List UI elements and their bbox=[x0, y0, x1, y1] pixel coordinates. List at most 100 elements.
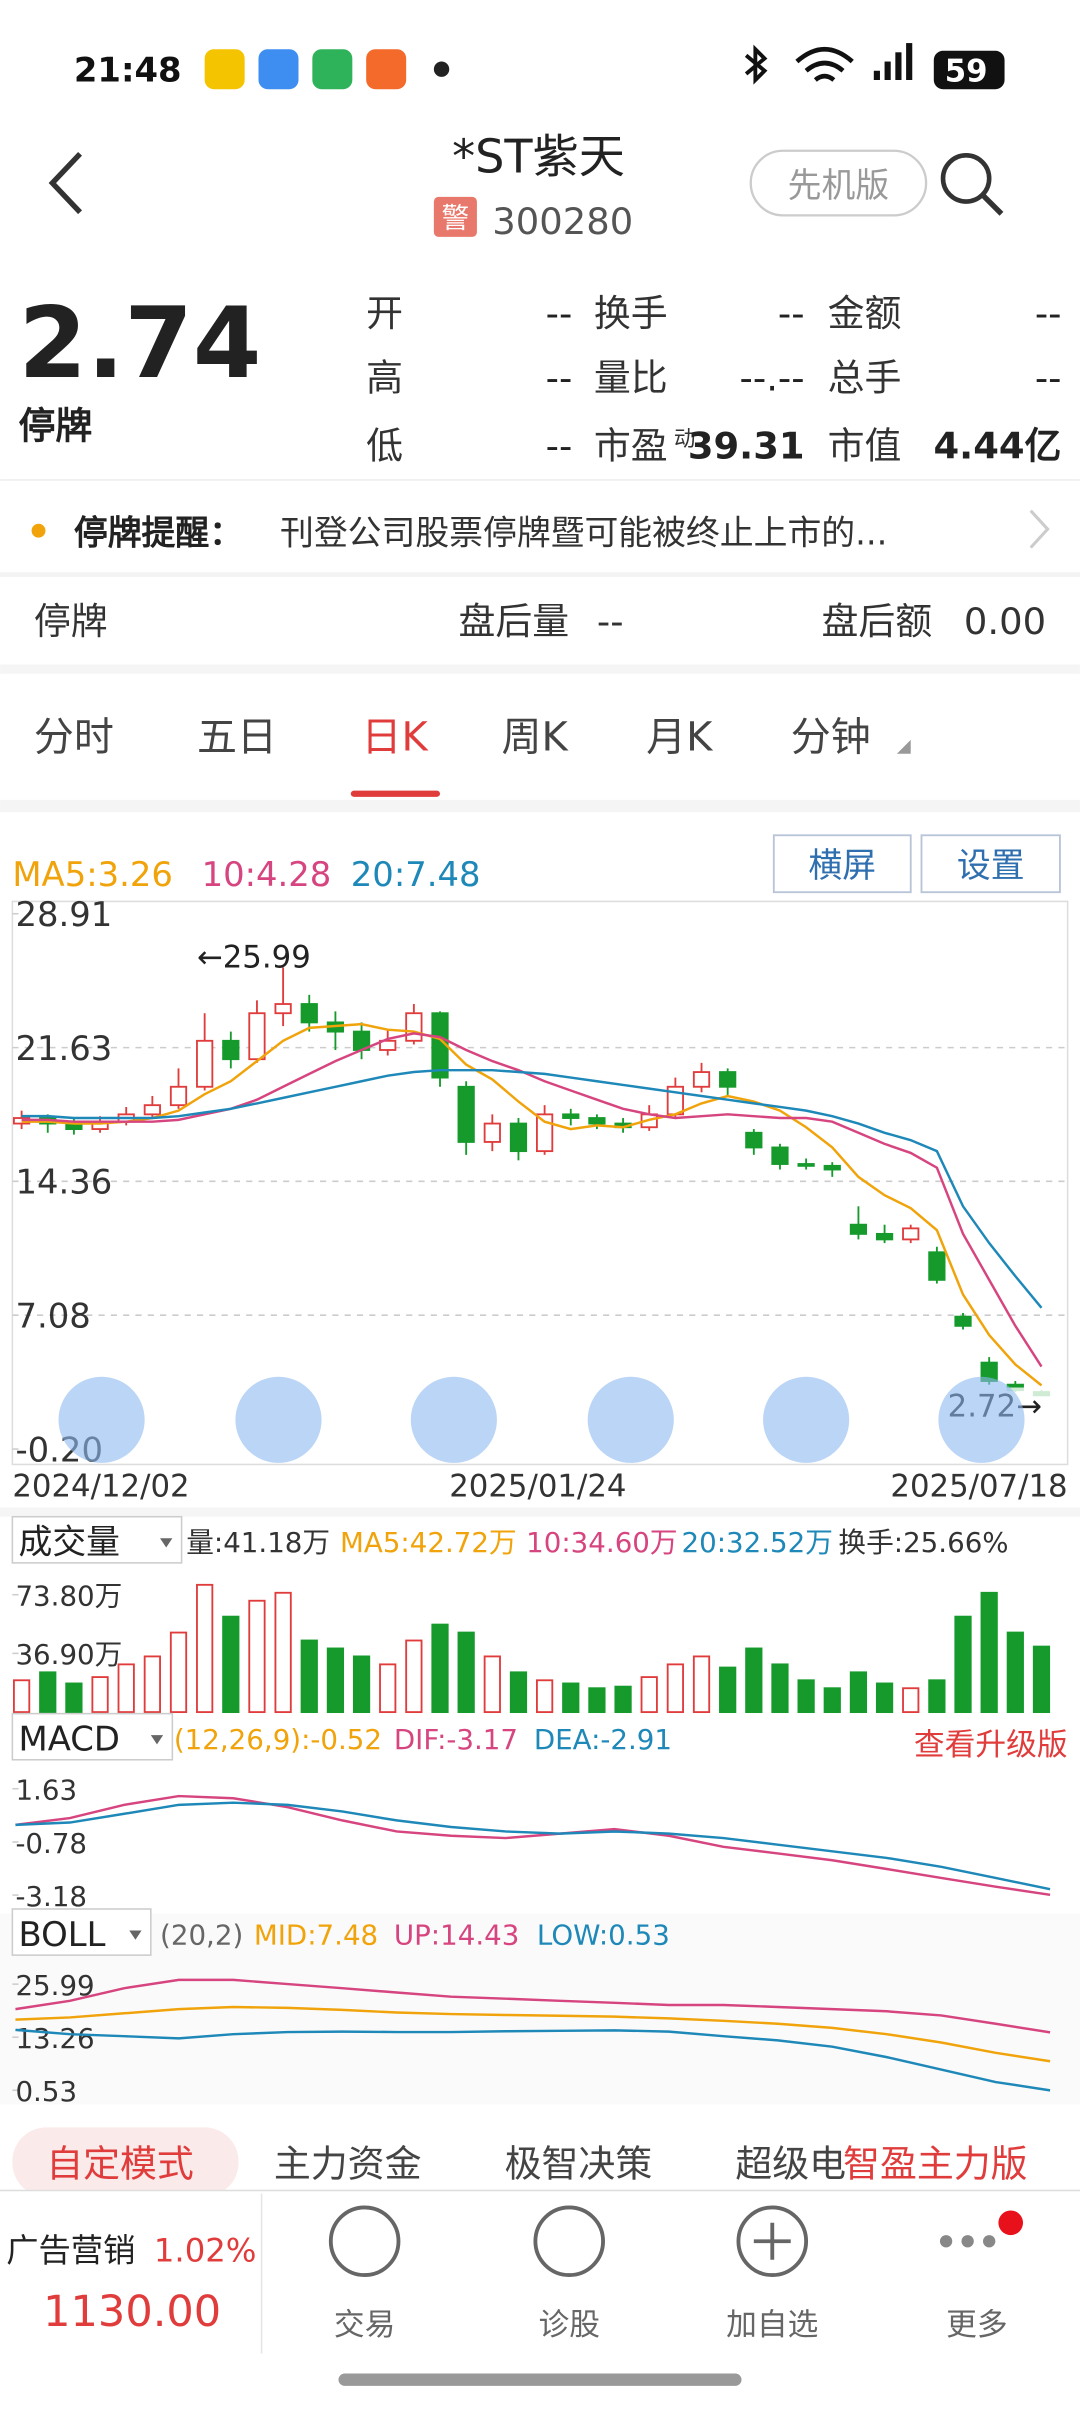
candle-body bbox=[143, 1104, 161, 1116]
chart-nav-button[interactable] bbox=[58, 1376, 145, 1463]
volume-bar bbox=[65, 1682, 83, 1714]
indicator-name[interactable]: MACD bbox=[19, 1720, 120, 1759]
volume-bar bbox=[352, 1655, 371, 1714]
y-tick-label: 28.91 bbox=[15, 895, 112, 934]
stat-value: -- bbox=[778, 292, 805, 335]
nav-item[interactable]: 诊股 bbox=[538, 2307, 600, 2343]
volume-bar bbox=[326, 1647, 345, 1714]
price: 2.74 bbox=[19, 287, 262, 401]
candle-body bbox=[745, 1131, 763, 1149]
indicator-legend: (12,26,9):-0.52 bbox=[174, 1723, 382, 1756]
volume-bar bbox=[91, 1676, 109, 1714]
nav-item[interactable]: 更多 bbox=[946, 2307, 1008, 2343]
nav-bar bbox=[0, 2190, 1080, 2360]
indicator-legend: 量:41.18万 bbox=[186, 1526, 330, 1559]
upgrade-link[interactable]: 查看升级版 bbox=[914, 1727, 1068, 1763]
bottom-tab[interactable]: 自定模式 bbox=[46, 2143, 194, 2186]
indicator-select bbox=[11, 1908, 152, 1956]
stat-label: 开 bbox=[366, 292, 403, 335]
app-icon bbox=[258, 49, 299, 90]
chart-tab[interactable]: 分时 bbox=[34, 715, 114, 761]
chart-nav-button[interactable] bbox=[763, 1376, 850, 1463]
stat-value: 39.31 bbox=[688, 424, 805, 467]
signal-bar bbox=[895, 52, 902, 80]
volume-bar bbox=[405, 1639, 423, 1714]
indicator-select bbox=[11, 1712, 174, 1761]
chart-tab[interactable]: 五日 bbox=[197, 715, 277, 761]
volume-bar bbox=[692, 1655, 711, 1714]
bottom-tab[interactable]: 超级电 bbox=[735, 2143, 846, 2186]
volume-bar bbox=[562, 1682, 580, 1714]
y-tick-label: 13.26 bbox=[15, 2022, 94, 2055]
back-button[interactable] bbox=[48, 151, 83, 215]
volume-bar bbox=[117, 1663, 135, 1714]
chart-button-text[interactable]: 设置 bbox=[957, 846, 1025, 885]
notice-text[interactable]: 刊登公司股票停牌暨可能被终止上市的... bbox=[280, 514, 887, 553]
app-icon bbox=[366, 49, 407, 90]
chart-tab[interactable]: 日K bbox=[362, 715, 430, 761]
x-tick-label: 2025/07/18 bbox=[890, 1469, 1067, 1505]
mode-button-text[interactable]: 先机版 bbox=[788, 166, 889, 205]
nav-item[interactable]: 加自选 bbox=[726, 2307, 818, 2343]
candle-body bbox=[274, 1003, 292, 1015]
bottom-tab[interactable]: 极智决策 bbox=[505, 2143, 653, 2186]
after-hours-label: 盘后额 bbox=[822, 600, 933, 643]
chart-nav-button[interactable] bbox=[235, 1376, 322, 1463]
candle-body bbox=[928, 1251, 946, 1281]
ad-change: 1.02% bbox=[154, 2231, 257, 2269]
chart-nav-button[interactable] bbox=[587, 1376, 674, 1463]
tab-indicator bbox=[350, 790, 441, 797]
nav-icon bbox=[533, 2205, 605, 2278]
chart-tab[interactable]: 分钟 bbox=[791, 715, 871, 761]
separator bbox=[0, 1507, 1080, 1517]
after-hours-value: -- bbox=[597, 600, 624, 643]
stat-label: 换手 bbox=[594, 292, 668, 335]
candle-body bbox=[797, 1163, 815, 1167]
volume-bar bbox=[143, 1655, 161, 1714]
ma-line bbox=[21, 1068, 1043, 1309]
ma-legend: 20:7.48 bbox=[351, 855, 481, 894]
nav-item[interactable]: 交易 bbox=[334, 2307, 396, 2343]
badge-text: 警 bbox=[442, 202, 470, 235]
chart-button bbox=[920, 834, 1061, 894]
trade-state: 停牌 bbox=[19, 404, 93, 447]
chart-tab[interactable]: 周K bbox=[502, 715, 570, 761]
candle-body bbox=[169, 1085, 188, 1107]
volume-bar bbox=[771, 1663, 789, 1714]
candle-body bbox=[588, 1117, 606, 1125]
bottom-tab[interactable]: 智盈主力版 bbox=[843, 2143, 1028, 2186]
badge-dot bbox=[998, 2210, 1024, 2236]
battery bbox=[933, 50, 1005, 90]
volume-bar bbox=[928, 1679, 946, 1714]
y-tick-label: 25.99 bbox=[15, 1969, 94, 2002]
stat-label: 市盈 bbox=[594, 424, 668, 467]
dot bbox=[433, 61, 450, 77]
indicator-name[interactable]: 成交量 bbox=[19, 1523, 120, 1562]
boll-line bbox=[15, 2028, 1051, 2092]
volume-bar bbox=[169, 1631, 188, 1714]
home-indicator bbox=[338, 2373, 742, 2386]
notice-dot bbox=[31, 523, 46, 538]
chart-nav-button[interactable] bbox=[410, 1376, 497, 1463]
stat-value: -- bbox=[1035, 292, 1062, 335]
active-mode-pill bbox=[12, 2127, 239, 2197]
volume-bar bbox=[719, 1666, 737, 1714]
stat-value: --.-- bbox=[740, 357, 805, 400]
indicator-name[interactable]: BOLL bbox=[19, 1915, 106, 1954]
chart-nav-button[interactable] bbox=[938, 1376, 1025, 1463]
volume-bar bbox=[483, 1655, 501, 1714]
volume-bar bbox=[745, 1647, 763, 1714]
chart-tab[interactable]: 月K bbox=[646, 715, 714, 761]
ma-legend: MA5:3.26 bbox=[12, 855, 173, 894]
candle-body bbox=[222, 1039, 240, 1061]
chart-button-text[interactable]: 横屏 bbox=[808, 846, 876, 885]
candle-body bbox=[849, 1223, 868, 1235]
volume-bar bbox=[954, 1615, 972, 1714]
volume-bar bbox=[614, 1685, 632, 1714]
bottom-tab[interactable]: 主力资金 bbox=[274, 2143, 422, 2186]
ad-label[interactable]: 广告营销 bbox=[6, 2231, 135, 2269]
volume-bar bbox=[196, 1583, 214, 1714]
mode-button bbox=[749, 149, 928, 217]
indicator-legend: LOW:0.53 bbox=[537, 1918, 670, 1951]
app-icon bbox=[204, 49, 245, 90]
